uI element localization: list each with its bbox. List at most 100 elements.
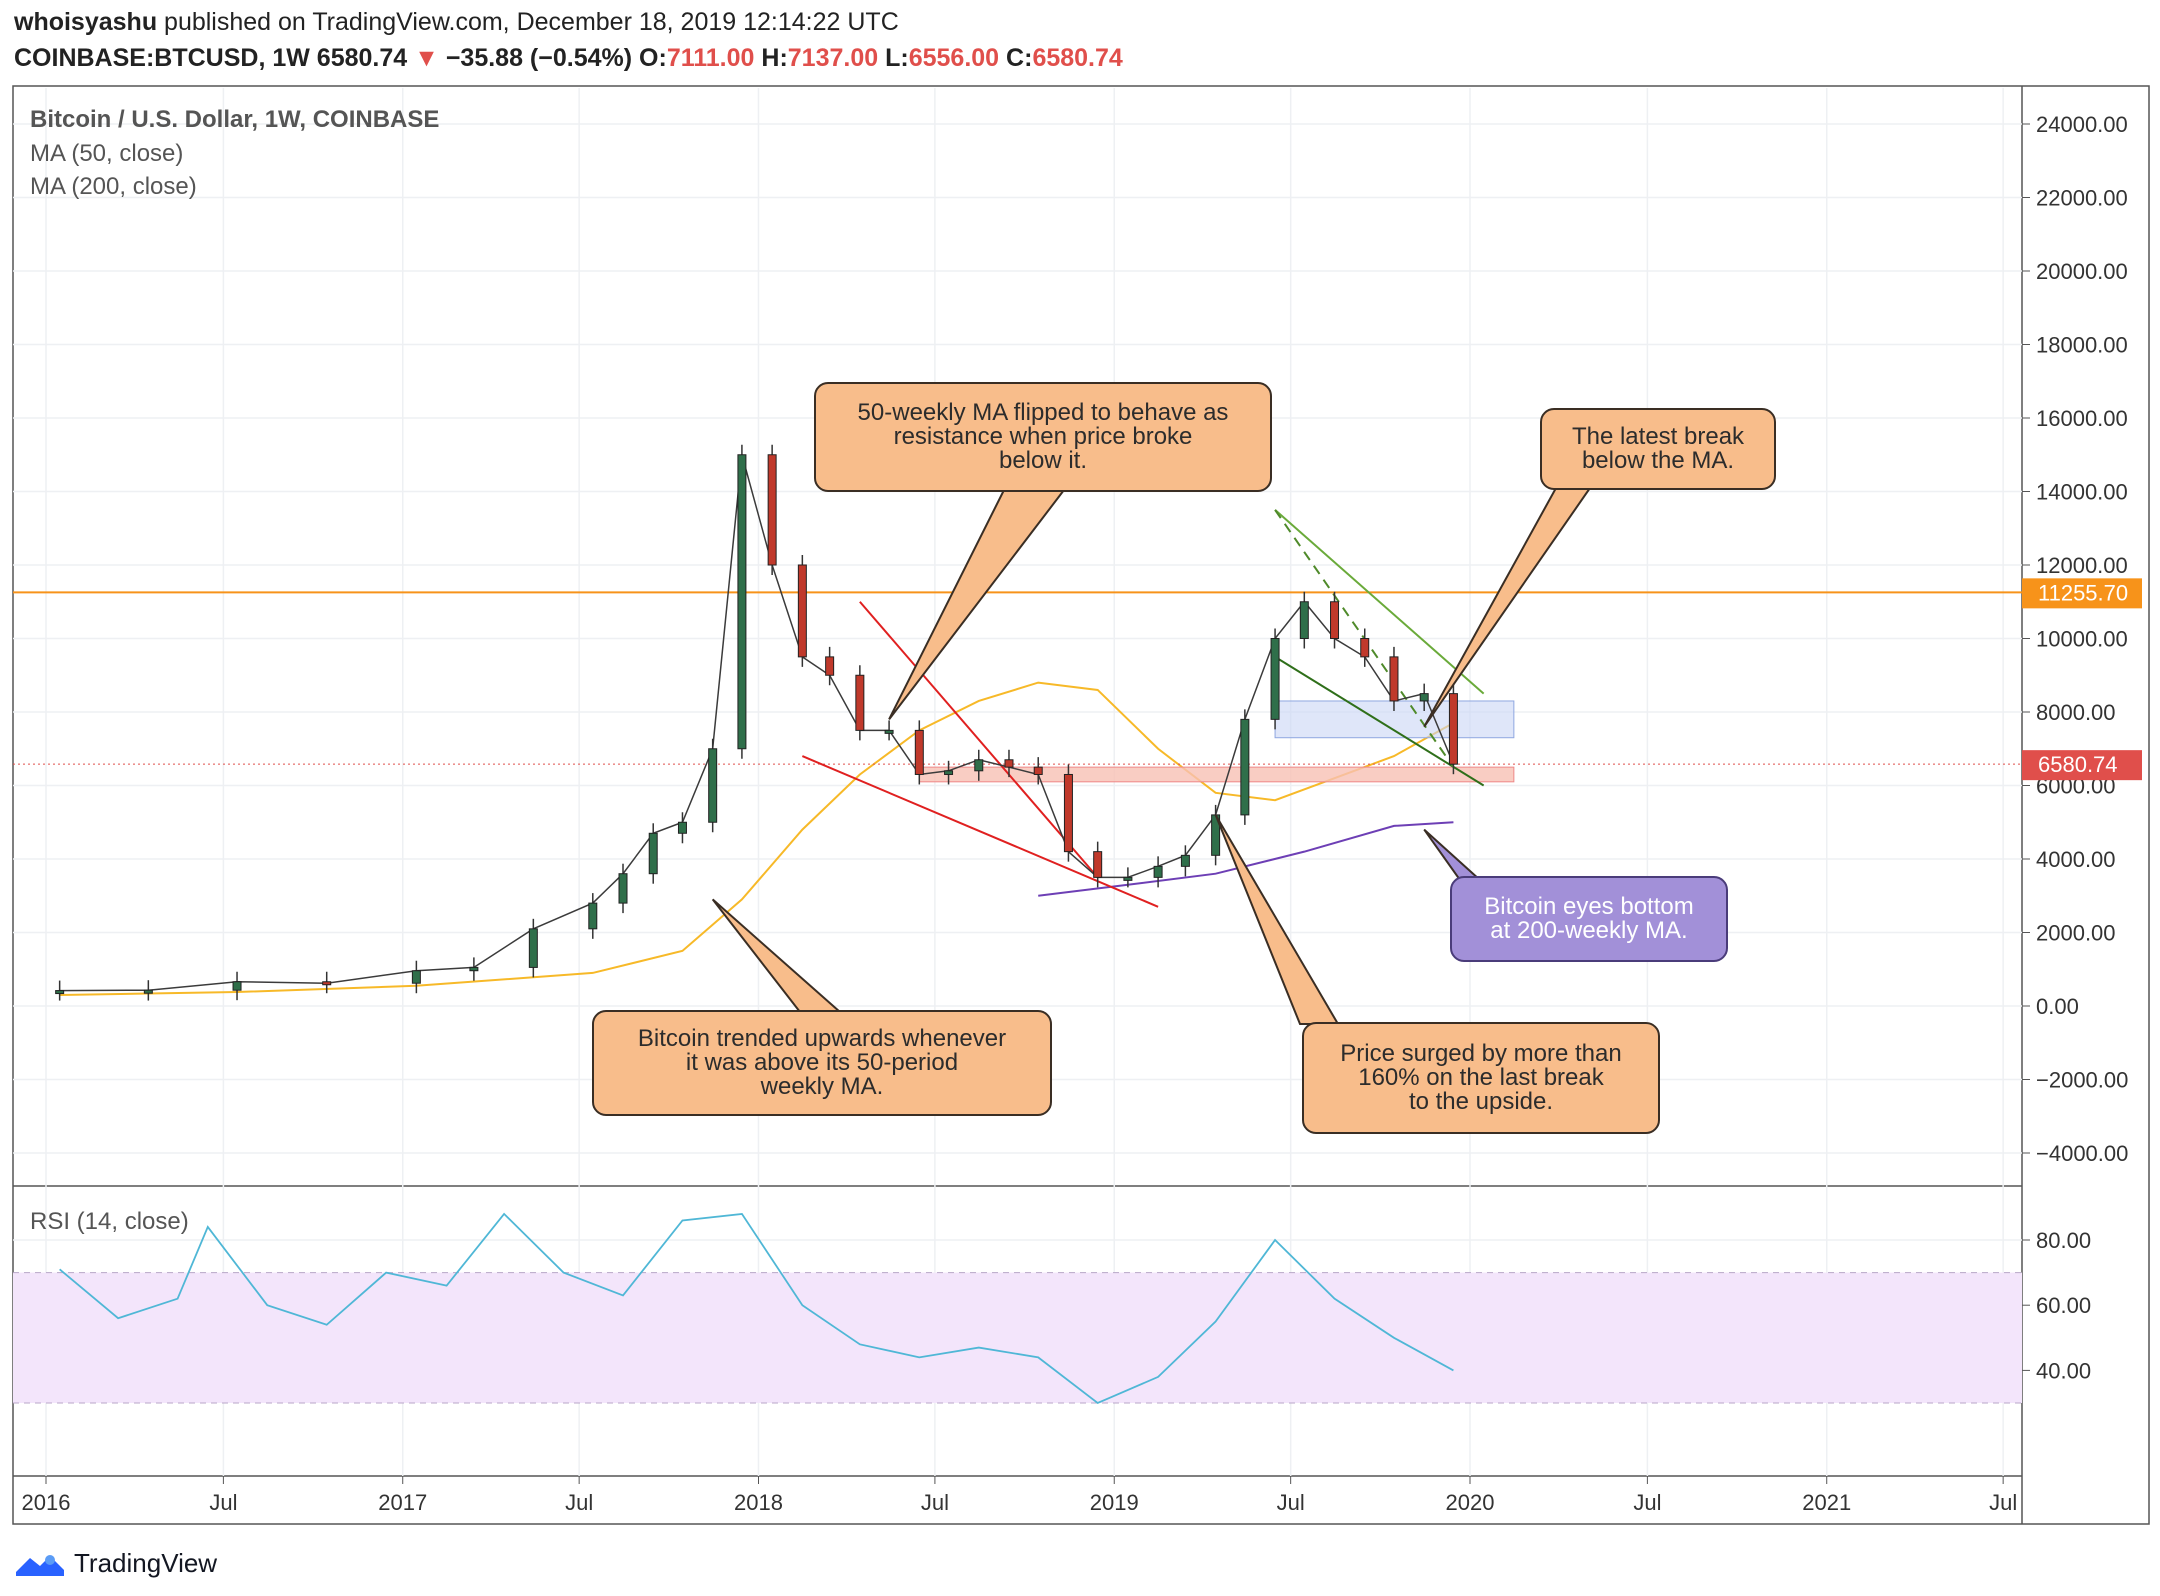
x-tick-label: Jul: [1633, 1490, 1661, 1515]
channel-lower: [1274, 656, 1485, 787]
pointer-latest-break: [1423, 487, 1592, 728]
candle-body: [55, 990, 65, 995]
high-value: 7137.00: [787, 44, 879, 72]
rsi-tick-label: 80.00: [2036, 1228, 2091, 1253]
ma200-legend[interactable]: MA (200, close): [30, 173, 197, 200]
y-tick-label: 20000.00: [2036, 259, 2128, 284]
last-price: 6580.74: [316, 44, 408, 72]
rsi-band: [13, 1272, 2022, 1404]
x-tick-label: 2020: [1446, 1490, 1495, 1515]
price-change: −35.88 (−0.54%): [445, 44, 633, 72]
candle-body: [914, 729, 924, 775]
publish-info: whoisyashu published on TradingView.com,…: [14, 8, 899, 37]
tradingview-logo-icon: [16, 1554, 64, 1576]
candle-body: [1004, 759, 1014, 768]
candle-body: [411, 970, 421, 984]
candle-body: [1299, 601, 1309, 639]
footer-brand[interactable]: TradingView: [74, 1548, 218, 1578]
candle-body: [797, 564, 807, 658]
candle-body: [1063, 773, 1073, 853]
close-label: C:: [1006, 44, 1033, 72]
candle-body: [322, 981, 332, 986]
rsi-tick-label: 40.00: [2036, 1358, 2091, 1383]
x-tick-label: 2019: [1090, 1490, 1139, 1515]
candle-body: [1389, 656, 1399, 702]
candle-body: [677, 821, 687, 834]
rsi-legend[interactable]: RSI (14, close): [30, 1208, 189, 1235]
high-label: H:: [761, 44, 788, 72]
author-name[interactable]: whoisyashu: [14, 8, 158, 36]
resistance-price-tag: 11255.70: [2038, 580, 2128, 605]
price-axis[interactable]: 24000.00 22000.00 20000.00 18000.00 16000.00…: [2022, 112, 2128, 1166]
time-axis[interactable]: 2016 Jul 2017 Jul 2018 Jul 2019 Jul 2020 Jul 2021 J…: [22, 1476, 2018, 1515]
x-tick-label: 2021: [1802, 1490, 1851, 1515]
candle-body: [1240, 718, 1250, 816]
candle-body: [232, 981, 242, 991]
open-label: O:: [639, 44, 667, 72]
pointer-ma-flip: [888, 489, 1067, 720]
candle-body: [1093, 851, 1103, 878]
candle-body: [588, 902, 598, 930]
candle-body: [1033, 766, 1043, 775]
open-value: 7111.00: [666, 44, 755, 72]
candle-body: [618, 873, 628, 904]
symbol-ohlc-bar: COINBASE:BTCUSD, 1W 6580.74 ▼ −35.88 (−0…: [14, 44, 1123, 73]
rsi-axis[interactable]: 80.00 60.00 40.00: [2022, 1228, 2091, 1383]
rsi-band-fill: [13, 1272, 2022, 1403]
rsi-line: [59, 1212, 1454, 1405]
x-tick-label: 2018: [734, 1490, 783, 1515]
candle-body: [825, 656, 835, 676]
publish-date: published on TradingView.com, December 1…: [157, 8, 899, 36]
resistance-line: [13, 591, 2022, 765]
candle-body: [855, 674, 865, 731]
symbol-name: COINBASE:BTCUSD, 1W: [14, 44, 310, 72]
falling-wedge-lower: [801, 755, 1159, 908]
callout-latest-break: The latest break below the MA.: [1540, 408, 1776, 490]
ma50-path: [59, 681, 1454, 996]
candle-body: [469, 966, 479, 972]
candle-body: [944, 770, 954, 775]
callout-surge: Price surged by more than 160% on the la…: [1302, 1022, 1660, 1134]
rsi-tick-label: 60.00: [2036, 1293, 2091, 1318]
y-tick-label: 2000.00: [2036, 921, 2116, 946]
candle-body: [737, 454, 747, 750]
low-label: L:: [885, 44, 909, 72]
y-tick-label: 4000.00: [2036, 847, 2116, 872]
y-tick-label: 24000.00: [2036, 112, 2128, 137]
falling-wedge-upper: [859, 601, 1099, 879]
candle-body: [1123, 876, 1133, 881]
x-tick-label: Jul: [565, 1490, 593, 1515]
ma50-legend[interactable]: MA (50, close): [30, 140, 184, 167]
candle-body: [528, 928, 538, 968]
last-price-tag-bg: [2022, 750, 2142, 781]
close-value: 6580.74: [1032, 44, 1123, 72]
y-tick-label: 8000.00: [2036, 700, 2116, 725]
x-tick-label: 2017: [378, 1490, 427, 1515]
chart-title: Bitcoin / U.S. Dollar, 1W, COINBASE: [30, 106, 440, 133]
y-tick-label: 10000.00: [2036, 627, 2128, 652]
y-tick-label: 18000.00: [2036, 333, 2128, 358]
candle-body: [143, 989, 153, 994]
y-tick-label: 12000.00: [2036, 553, 2128, 578]
candle-body: [884, 729, 894, 734]
chart-frame: [12, 85, 2150, 1525]
callout-bottom: Bitcoin eyes bottom at 200-weekly MA.: [1450, 876, 1728, 962]
y-tick-label: 14000.00: [2036, 480, 2128, 505]
candle-body: [1270, 638, 1280, 720]
y-tick-label: 22000.00: [2036, 186, 2128, 211]
candle-body: [974, 759, 984, 772]
x-tick-label: 2016: [22, 1490, 71, 1515]
ma50-line: [59, 681, 1454, 996]
price-series: [55, 444, 1458, 1001]
price-tags: 11255.70 6580.74: [2022, 578, 2142, 781]
candle-body: [648, 832, 658, 875]
y-tick-label: 0.00: [2036, 994, 2079, 1019]
y-tick-label: 16000.00: [2036, 406, 2128, 431]
candle-body: [1360, 638, 1370, 658]
y-tick-label: −4000.00: [2036, 1141, 2128, 1166]
candle-body: [708, 748, 718, 823]
candle-body: [1180, 854, 1190, 867]
footer: TradingView: [14, 1548, 217, 1579]
x-tick-label: Jul: [1277, 1490, 1305, 1515]
